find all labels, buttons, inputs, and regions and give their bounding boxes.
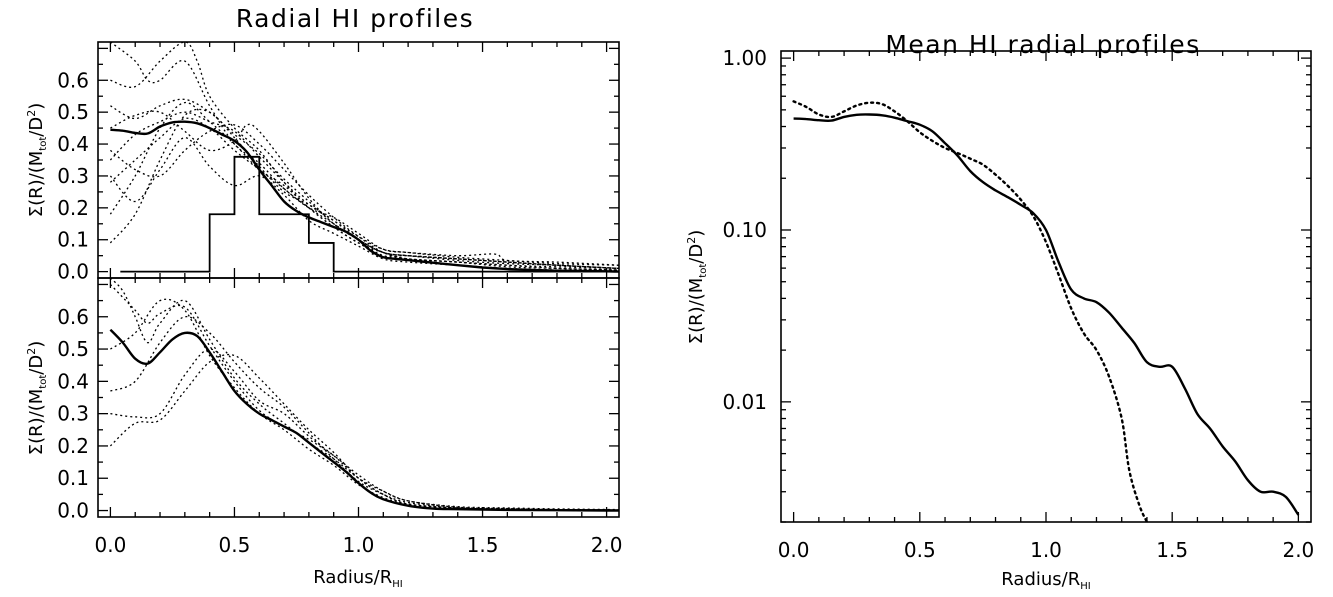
right-y-axis-label: Σ(R)/(Mtot/D2)	[685, 230, 709, 344]
bottom-left-x-tick-label: 1.5	[467, 533, 499, 557]
right-x-tick-label: 2.0	[1282, 538, 1314, 562]
bottom-left-x-tick-label: 1.0	[343, 533, 375, 557]
bottom-left-x-tick-label: 0.0	[94, 533, 126, 557]
top-left-y-tick-label: 0.6	[57, 68, 89, 92]
right-plot-area	[794, 101, 1299, 522]
top-left-y-tick-label: 0.5	[57, 100, 89, 124]
bottom-left-individual-profile-3	[110, 317, 619, 510]
right-x-tick-label: 0.0	[778, 538, 810, 562]
bottom-left-y-axis-label: Σ(R)/(Mtot/D2)	[25, 341, 49, 455]
top-left-individual-profile-9	[110, 118, 619, 265]
bottom-left-plot-area	[110, 278, 619, 511]
top-left-individual-profile-5	[110, 99, 619, 268]
bottom-left-individual-profile-6	[110, 285, 619, 510]
bottom-left-y-tick-label: 0.2	[57, 434, 89, 458]
bottom-left-y-tick-label: 0.6	[57, 305, 89, 329]
left-x-axis-label: Radius/RHI	[313, 567, 402, 590]
right-y-tick-label: 0.10	[722, 218, 767, 242]
right-mean-profile-solid	[794, 114, 1299, 514]
top-left-y-tick-label: 0.4	[57, 132, 89, 156]
bottom-left-individual-profile-1	[110, 355, 619, 510]
top-left-individual-profile-4	[110, 124, 619, 270]
right-x-tick-label: 1.0	[1030, 538, 1062, 562]
top-left-y-tick-label: 0.2	[57, 196, 89, 220]
top-left-y-tick-label: 0.3	[57, 164, 89, 188]
top-left-y-tick-label: 0.1	[57, 228, 89, 252]
right-mean-profile-dotted	[794, 101, 1147, 522]
bottom-left-individual-profile-4	[110, 299, 619, 510]
bottom-left-y-tick-label: 0.5	[57, 337, 89, 361]
left-chart-title: Radial HI profiles	[236, 4, 474, 33]
bottom-left-individual-profile-2	[110, 349, 619, 510]
top-left-individual-profile-7	[110, 42, 619, 268]
right-chart-title: Mean HI radial profiles	[885, 30, 1200, 59]
bottom-left-y-tick-label: 0.3	[57, 402, 89, 426]
top-left-individual-profile-3	[110, 138, 619, 271]
top-left-plot-area	[110, 42, 619, 272]
bottom-left-y-tick-label: 0.0	[57, 499, 89, 523]
bottom-left-individual-profile-5	[110, 278, 619, 510]
bottom-left-y-tick-label: 0.4	[57, 369, 89, 393]
bottom-left-x-tick-label: 2.0	[591, 533, 623, 557]
top-left-y-axis-label: Σ(R)/(Mtot/D2)	[25, 103, 49, 217]
bottom-left-y-tick-label: 0.1	[57, 466, 89, 490]
right-y-tick-label: 1.00	[722, 46, 767, 70]
top-left-individual-profile-10	[110, 112, 619, 265]
bottom-left-x-tick-label: 0.5	[219, 533, 251, 557]
right-y-tick-label: 0.01	[722, 390, 767, 414]
right-x-tick-label: 1.5	[1156, 538, 1188, 562]
top-left-y-tick-label: 0.0	[57, 260, 89, 284]
right-x-axis-label: Radius/RHI	[1001, 569, 1090, 592]
right-x-tick-label: 0.5	[904, 538, 936, 562]
right-plot-frame	[781, 51, 1311, 522]
top-left-histogram	[120, 157, 619, 272]
top-left-individual-profile-6	[110, 42, 619, 268]
